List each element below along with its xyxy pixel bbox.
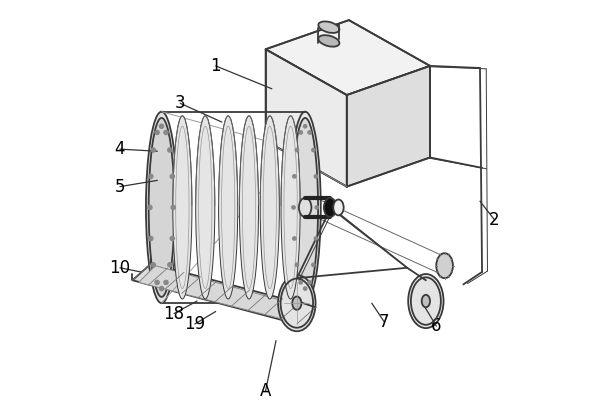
Text: 10: 10 [110,259,131,277]
Text: 4: 4 [115,140,125,158]
Text: A: A [260,382,272,400]
Circle shape [148,205,152,210]
Circle shape [164,130,168,134]
Ellipse shape [422,295,430,307]
Ellipse shape [292,118,318,297]
Ellipse shape [292,297,302,310]
Ellipse shape [196,116,215,299]
Circle shape [315,206,318,209]
Polygon shape [265,49,347,186]
Circle shape [168,263,172,267]
Circle shape [149,236,153,241]
Text: 2: 2 [489,211,500,229]
Circle shape [151,148,155,152]
Text: 19: 19 [184,315,205,333]
Circle shape [299,281,302,284]
Polygon shape [132,264,315,324]
Circle shape [151,263,155,267]
Circle shape [308,131,311,134]
Ellipse shape [281,116,300,299]
Circle shape [308,281,311,284]
Ellipse shape [334,199,344,215]
Ellipse shape [436,253,453,278]
Polygon shape [347,66,430,186]
Circle shape [170,236,175,241]
Circle shape [295,148,299,152]
Circle shape [312,263,315,266]
Polygon shape [138,266,311,323]
Circle shape [303,287,307,290]
Ellipse shape [299,198,311,217]
Circle shape [314,237,318,240]
Ellipse shape [173,116,192,299]
Circle shape [171,205,175,210]
Text: 18: 18 [164,305,185,323]
Circle shape [164,280,168,285]
Circle shape [292,206,295,209]
Text: 6: 6 [431,317,441,335]
Circle shape [293,237,296,240]
Circle shape [155,280,159,285]
Ellipse shape [260,116,279,299]
Circle shape [295,263,299,266]
Text: 7: 7 [379,313,389,331]
Circle shape [299,131,302,134]
Ellipse shape [240,116,258,299]
Circle shape [168,148,172,152]
Circle shape [312,148,315,152]
Ellipse shape [318,35,340,47]
Ellipse shape [219,116,238,299]
Circle shape [303,124,307,128]
Circle shape [160,124,164,128]
Circle shape [160,287,164,291]
Circle shape [293,175,296,178]
Ellipse shape [408,274,444,328]
Text: 3: 3 [175,94,185,112]
Text: 1: 1 [210,57,221,75]
Circle shape [155,130,159,134]
Ellipse shape [290,112,321,303]
Ellipse shape [318,21,340,33]
Circle shape [149,174,153,178]
Ellipse shape [149,118,175,297]
Ellipse shape [278,275,315,331]
Polygon shape [265,20,430,95]
Ellipse shape [146,112,177,303]
Text: 5: 5 [115,178,125,196]
Circle shape [170,174,175,178]
Ellipse shape [324,198,337,217]
Circle shape [314,175,318,178]
